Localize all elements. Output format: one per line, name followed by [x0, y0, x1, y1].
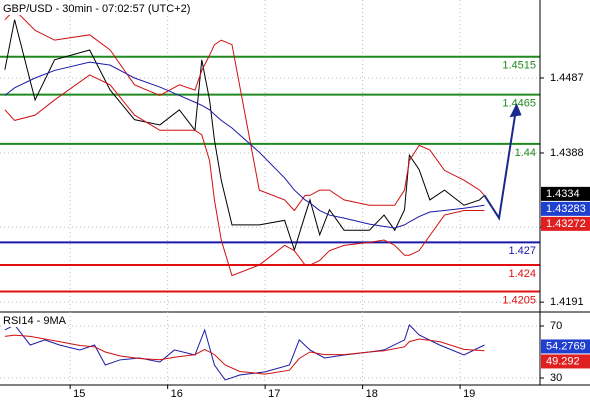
x-tick-label: 15	[73, 388, 85, 400]
title-bg	[1, 1, 183, 15]
x-tick-label: 19	[463, 388, 475, 400]
series-line	[4, 324, 485, 381]
x-tick-label: 18	[366, 388, 378, 400]
level-label: 1.4205	[502, 294, 536, 306]
arrow-head	[509, 103, 522, 118]
level-label: 1.4515	[502, 60, 536, 72]
y-tick-label: 30	[550, 372, 562, 384]
price-box-label: 1.4334	[546, 188, 580, 200]
price-box	[541, 186, 590, 201]
series-line	[4, 61, 485, 229]
y-tick-label: 1.4388	[550, 147, 584, 159]
chart-title: GBP/USD - 30min - 07:02:57 (UTC+2)	[3, 3, 190, 15]
level-label: 1.4465	[502, 98, 536, 110]
price-box	[541, 201, 590, 216]
price-box-label: 49.292	[546, 355, 580, 367]
title-bg	[1, 313, 65, 327]
level-label: 1.44	[515, 147, 536, 159]
y-tick-label: 70	[550, 320, 562, 332]
x-tick-label: 16	[171, 388, 183, 400]
y-tick-label: 1.4191	[550, 296, 584, 308]
series-line	[4, 9, 485, 212]
forecast-arrow	[483, 105, 518, 221]
level-label: 1.427	[508, 245, 536, 257]
price-box-label: 1.43272	[546, 218, 586, 230]
price-box	[541, 354, 590, 369]
price-box	[541, 216, 590, 231]
series-line	[4, 19, 485, 252]
y-tick-label: 1.4487	[550, 72, 584, 84]
series-line	[4, 334, 485, 375]
price-box-label: 1.43283	[546, 203, 586, 215]
chart-title: RSI14 - 9MA	[3, 315, 67, 327]
x-tick-label: 17	[268, 388, 280, 400]
level-label: 1.424	[508, 268, 536, 280]
price-box	[541, 339, 590, 354]
price-box-label: 54.2769	[546, 340, 586, 352]
series-line	[4, 74, 485, 277]
